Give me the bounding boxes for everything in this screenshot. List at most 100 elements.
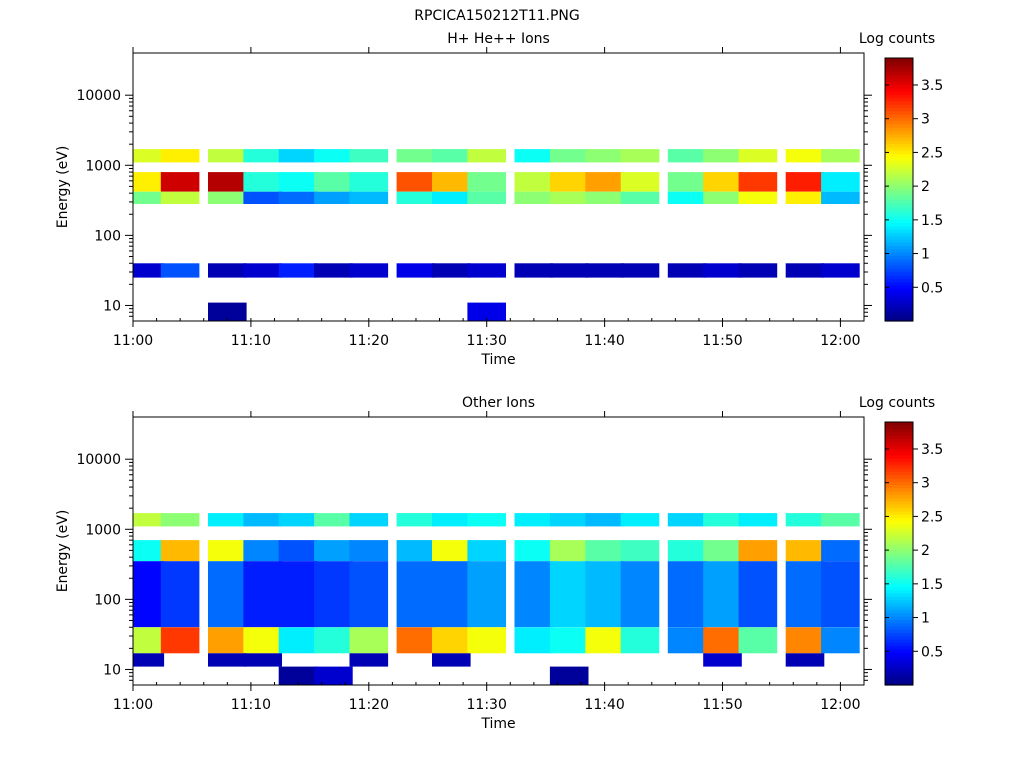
heatmap-cell-b1-t7 <box>396 540 436 562</box>
heatmap-cell-b1-t15 <box>703 172 742 192</box>
heatmap-cell-b0-t2 <box>208 149 247 163</box>
plot-frame <box>132 52 865 322</box>
heatmap-cell-b3-t5 <box>314 263 353 278</box>
heatmap-cell-b1-t10 <box>514 540 554 562</box>
heatmap-cell-b2-t10 <box>514 191 554 204</box>
panel-2: Other Ions 11:00 11:10 11:20 11:30 11:40 11:50… <box>55 395 943 732</box>
heatmap-cell-b1-t18 <box>821 540 860 562</box>
y-tick-label: 10 <box>103 662 121 678</box>
heatmap-cell-b4-t8 <box>432 653 471 667</box>
colorbar: 0.5 1 1.5 2 2.5 3 3.5 Log counts <box>859 395 943 686</box>
x-tick-label: 11:30 <box>467 697 507 713</box>
heatmap-cell-b3-t3 <box>243 263 282 278</box>
heatmap-cell-b2-t4 <box>278 191 318 204</box>
colorbar-tick-label: 2 <box>921 179 930 195</box>
heatmap-cell-b3-t6 <box>349 627 389 654</box>
heatmap-cell-b1-t12 <box>585 172 624 192</box>
colorbar: 0.5 1 1.5 2 2.5 3 3.5 Log counts <box>859 31 943 322</box>
heatmap-cell-b0-t5 <box>314 513 353 527</box>
heatmap-cell-b2-t8 <box>432 191 471 204</box>
heatmap-cell-b0-t0 <box>133 149 165 163</box>
heatmap-cell-b1-t14 <box>667 540 707 562</box>
heatmap-cell-b3-t17 <box>785 627 825 654</box>
heatmap-cell-b0-t3 <box>243 513 282 527</box>
heatmap-cell-b2-t15 <box>703 191 742 204</box>
panel-title: Other Ions <box>462 395 535 411</box>
heatmap-cell-b0-t18 <box>821 149 860 163</box>
heatmap-cell-b1-t2 <box>208 172 247 192</box>
heatmap-cell-b4-t3 <box>243 653 282 667</box>
heatmap-cell-b2-t13 <box>620 561 660 628</box>
panel-1: H+ He++ Ions 11:00 11:10 11:20 11:30 11:40 11:… <box>55 31 943 368</box>
x-tick-label: 11:10 <box>231 333 271 349</box>
heatmap-cell-b1-t13 <box>620 540 660 562</box>
colorbar-tick-label: 3.5 <box>921 442 943 458</box>
x-tick-label: 11:50 <box>702 697 742 713</box>
x-tick-label: 11:40 <box>584 697 624 713</box>
heatmap-cell-b0-t13 <box>620 513 660 527</box>
heatmap-cell-b2-t6 <box>349 191 389 204</box>
heatmap-cell-b2-t18 <box>821 191 860 204</box>
heatmap-cell-b3-t8 <box>432 627 471 654</box>
heatmap-cell-b2-t18 <box>821 561 860 628</box>
heatmap-cell-b3-t10 <box>514 627 554 654</box>
heatmap-cell-b0-t10 <box>514 513 554 527</box>
heatmap-cell-b2-t6 <box>349 561 389 628</box>
plot-frame <box>132 416 865 686</box>
x-tick-label: 11:00 <box>113 333 153 349</box>
heatmap-cell-b3-t1 <box>160 627 200 654</box>
heatmap-cell-b5-t11 <box>549 666 589 685</box>
heatmap-cell-b3-t7 <box>396 627 436 654</box>
heatmap-cell-b2-t0 <box>133 191 165 204</box>
y-tick-label: 10 <box>103 298 121 314</box>
colorbar-tick-label: 3 <box>921 112 930 128</box>
heatmap-cell-b0-t8 <box>432 149 471 163</box>
heatmap-cell-b2-t10 <box>514 561 554 628</box>
heatmap-cell-b0-t18 <box>821 513 860 527</box>
heatmap-cell-b0-t1 <box>160 513 200 527</box>
heatmap-cell-b3-t17 <box>785 263 825 278</box>
heatmap-cell-b3-t2 <box>208 627 247 654</box>
y-axis-label: Energy (eV) <box>55 146 71 229</box>
heatmap-cell-b3-t13 <box>620 263 660 278</box>
heatmap-cell-b2-t7 <box>396 191 436 204</box>
heatmap-cell-b1-t1 <box>160 540 200 562</box>
colorbar-tick-label: 1 <box>921 611 930 627</box>
heatmap-cell-b3-t0 <box>133 627 165 654</box>
heatmap-cell-b0-t5 <box>314 149 353 163</box>
heatmap-cell-b3-t5 <box>314 627 353 654</box>
y-axis-label: Energy (eV) <box>55 510 71 593</box>
heatmap-cell-b0-t14 <box>667 149 707 163</box>
heatmap-cell-b0-t2 <box>208 513 247 527</box>
colorbar-tick-label: 1.5 <box>921 213 943 229</box>
heatmap-cell-b2-t5 <box>314 561 353 628</box>
heatmap-cell-b2-t8 <box>432 561 471 628</box>
heatmap-cell-b1-t8 <box>432 540 471 562</box>
heatmap-cell-b3-t7 <box>396 263 436 278</box>
heatmap-cell-b1-t12 <box>585 540 624 562</box>
heatmap-cell-b3-t15 <box>703 627 742 654</box>
heatmap-cell-b2-t14 <box>667 561 707 628</box>
heatmap-cell-b1-t5 <box>314 540 353 562</box>
heatmap-cell-b3-t12 <box>585 263 624 278</box>
heatmap-cell-b2-t4 <box>278 561 318 628</box>
heatmap-cell-b3-t14 <box>667 263 707 278</box>
heatmap-cell-b2-t15 <box>703 561 742 628</box>
heatmap-cell-b1-t8 <box>432 172 471 192</box>
page-title: RPCICA150212T11.PNG <box>414 8 579 24</box>
heatmap-cell-b3-t11 <box>549 627 589 654</box>
x-tick-label: 11:00 <box>113 697 153 713</box>
heatmap-cell-b0-t6 <box>349 149 389 163</box>
heatmap-cell-b2-t0 <box>133 561 165 628</box>
heatmap-cell-b1-t9 <box>467 172 506 192</box>
heatmap-cell-b2-t16 <box>738 191 778 204</box>
heatmap-cell-b0-t14 <box>667 513 707 527</box>
heatmap-cell-b1-t0 <box>133 540 165 562</box>
heatmap-cell-b5-t4 <box>278 666 318 685</box>
colorbar-tick-label: 3.5 <box>921 78 943 94</box>
heatmap-cell-b3-t1 <box>160 263 200 278</box>
heatmap-cell-b0-t6 <box>349 513 389 527</box>
heatmap-cell-b0-t11 <box>549 513 589 527</box>
heatmap-cell-b4-t9 <box>467 302 506 321</box>
